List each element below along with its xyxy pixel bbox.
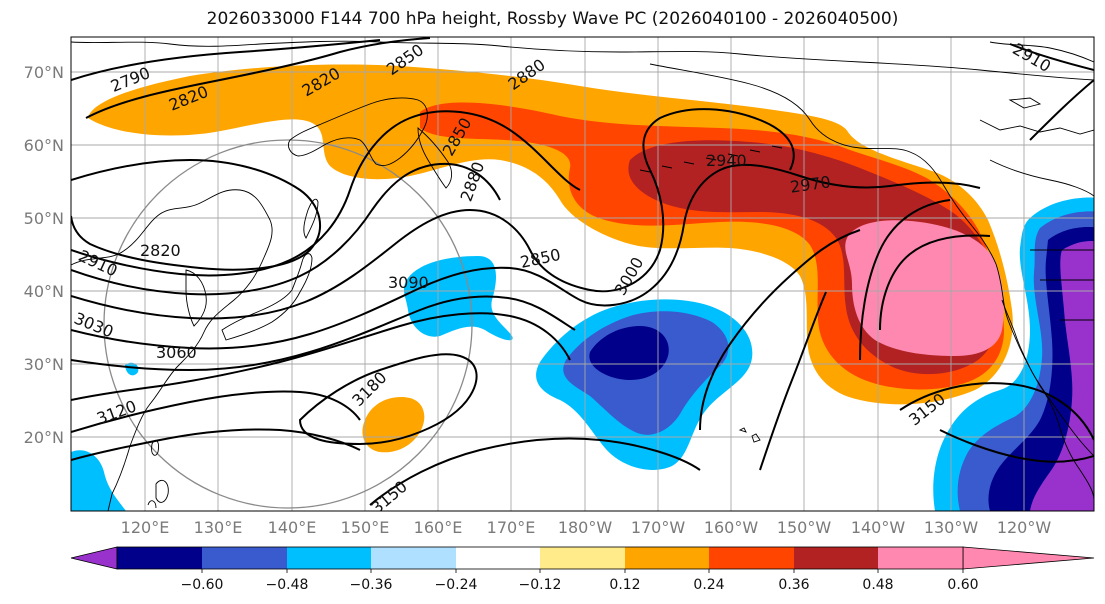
height-contours	[71, 37, 1094, 506]
colorbar-tick-label: −0.48	[266, 577, 309, 593]
colorbar-segment	[202, 547, 287, 569]
lat-label: 60°N	[24, 136, 64, 155]
lon-label: 150°E	[341, 518, 390, 537]
lon-label: 160°E	[414, 518, 463, 537]
lon-label: 140°W	[851, 518, 906, 537]
lon-label: 120°E	[121, 518, 170, 537]
lon-label: 130°E	[194, 518, 243, 537]
colorbar-segment	[287, 547, 371, 569]
colorbar-tick-label: 0.36	[778, 577, 809, 593]
positive-anomaly-shading	[88, 64, 1013, 453]
colorbar-segment	[371, 547, 456, 569]
lon-label: 120°W	[997, 518, 1052, 537]
lat-label: 50°N	[24, 209, 64, 228]
latitude-labels: 70°N 60°N 50°N 40°N 30°N 20°N	[24, 63, 64, 447]
contour-label: 3090	[388, 273, 429, 292]
map-area: 2790 2820 2850 2880 2910 2940 2970 3000 …	[71, 37, 1094, 511]
lat-label: 70°N	[24, 63, 64, 82]
contour-label: 3060	[156, 343, 197, 362]
lat-label: 20°N	[24, 428, 64, 447]
lon-label: 130°W	[924, 518, 979, 537]
colorbar-tick-label: −0.60	[181, 577, 224, 593]
longitude-labels: 120°E 130°E 140°E 150°E 160°E 170°E 180°…	[121, 518, 1052, 537]
contour-label: 2940	[706, 151, 747, 170]
colorbar-extend-right	[962, 546, 1095, 570]
coastlines	[71, 40, 1094, 511]
colorbar-tick-label: 0.60	[947, 577, 978, 593]
colorbar-tick-label: −0.24	[435, 577, 478, 593]
lon-label: 140°E	[268, 518, 317, 537]
lon-label: 170°W	[631, 518, 686, 537]
lon-label: 160°W	[704, 518, 759, 537]
colorbar-segment	[625, 547, 709, 569]
range-circle	[103, 139, 473, 509]
colorbar-tick-label: 0.12	[609, 577, 640, 593]
colorbar-segment	[878, 547, 963, 569]
lon-label: 150°W	[777, 518, 832, 537]
map-title: 2026033000 F144 700 hPa height, Rossby W…	[206, 9, 899, 29]
colorbar-segment	[117, 547, 202, 569]
colorbar-extend-left	[70, 546, 118, 570]
lon-label: 170°E	[487, 518, 536, 537]
colorbar-tick-label: 0.48	[862, 577, 893, 593]
colorbar: −0.60 −0.48 −0.36 −0.24 −0.12 0.12 0.24 …	[70, 546, 1095, 593]
lat-label: 30°N	[24, 355, 64, 374]
map-frame	[70, 36, 1095, 512]
colorbar-segment	[456, 547, 540, 569]
colorbar-tick-label: −0.12	[519, 577, 562, 593]
colorbar-segment	[794, 547, 878, 569]
colorbar-tick-label: −0.36	[350, 577, 393, 593]
lat-label: 40°N	[24, 282, 64, 301]
lon-label: 180°W	[558, 518, 613, 537]
colorbar-segment	[709, 547, 794, 569]
colorbar-tick-label: 0.24	[693, 577, 724, 593]
colorbar-segment	[540, 547, 625, 569]
contour-label: 2820	[140, 241, 181, 260]
